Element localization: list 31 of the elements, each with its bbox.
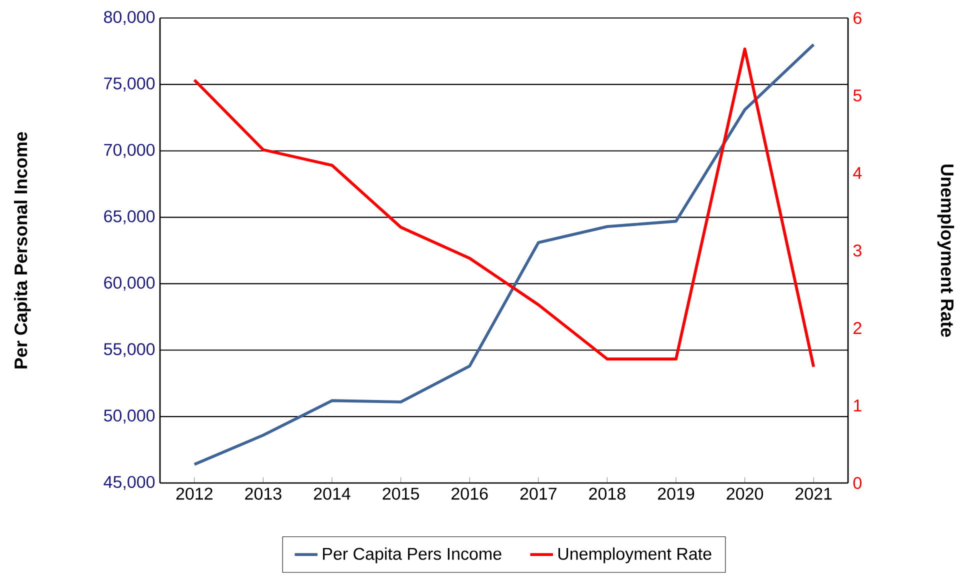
y-tick-label: 50,000	[104, 410, 155, 424]
x-tick-label: 2016	[452, 488, 488, 500]
y2-tick-label: 1	[854, 400, 862, 412]
x-tick-label: 2014	[314, 488, 350, 500]
y2-tick-label: 2	[854, 322, 862, 334]
y2-tick-label: 6	[854, 12, 862, 24]
x-tick-label: 2013	[245, 488, 282, 500]
x-tick-label: 2015	[382, 488, 419, 500]
y-tick-label: 70,000	[104, 144, 155, 158]
y2-tick-label: 0	[853, 476, 862, 490]
y-tick-label: 80,000	[104, 10, 155, 26]
y2-tick-label: 3	[853, 244, 862, 257]
y-tick-label: 65,000	[104, 210, 155, 224]
legend-label: Unemployment Rate	[558, 547, 712, 564]
y-tick-label: 55,000	[104, 343, 155, 358]
y2-axis-title: Unemployment Rate	[937, 164, 954, 337]
x-tick-label: 2017	[520, 488, 556, 500]
line-series	[192, 48, 816, 368]
x-tick-label: 2021	[796, 488, 832, 500]
x-tick-label: 2018	[589, 488, 626, 500]
x-tick-label: 2020	[726, 488, 764, 500]
y2-tick-label: 4	[853, 167, 862, 179]
legend-label: Per Capita Pers Income	[323, 547, 502, 564]
line-series	[192, 43, 816, 466]
y-tick-label: 75,000	[104, 77, 155, 92]
x-tick-label: 2012	[176, 488, 212, 500]
x-tick-label: 2019	[658, 488, 694, 500]
y-tick-label: 45,000	[104, 476, 155, 490]
y-axis-title: Per Capita Personal Income	[14, 132, 31, 368]
y2-tick-label: 5	[853, 90, 862, 102]
y-tick-label: 60,000	[104, 276, 155, 291]
